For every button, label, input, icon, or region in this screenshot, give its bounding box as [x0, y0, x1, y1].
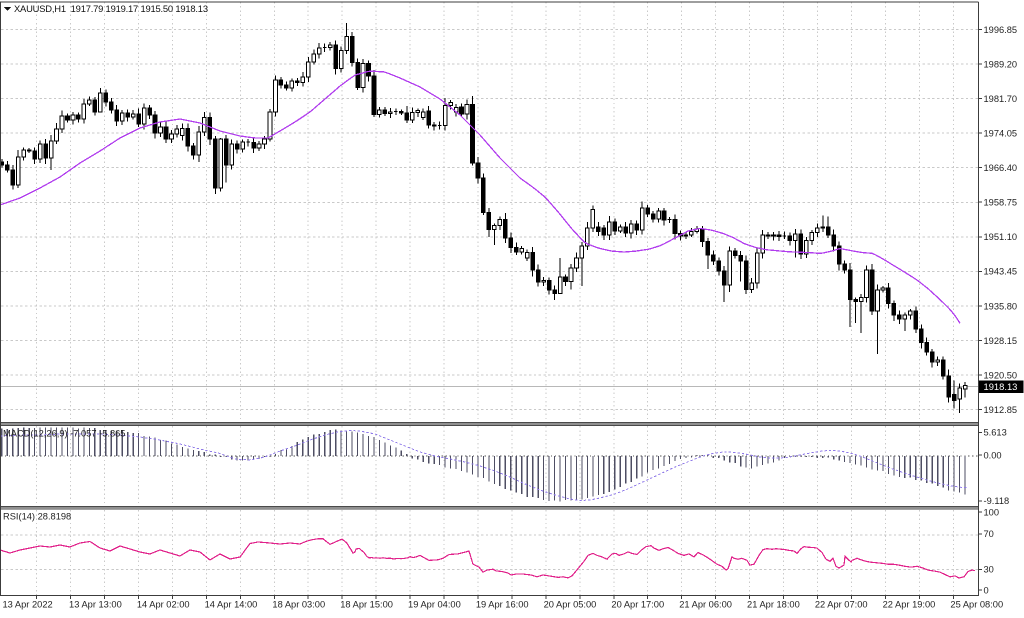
- svg-text:20 Apr 17:00: 20 Apr 17:00: [611, 600, 664, 610]
- svg-text:0.00: 0.00: [984, 450, 1002, 460]
- svg-text:RSI(14) 28.8198: RSI(14) 28.8198: [3, 512, 71, 522]
- svg-text:1958.75: 1958.75: [984, 198, 1018, 208]
- svg-text:30: 30: [984, 565, 994, 575]
- svg-text:MACD(12,26,9) -7.057 -5.865: MACD(12,26,9) -7.057 -5.865: [3, 429, 125, 439]
- svg-text:18 Apr 03:00: 18 Apr 03:00: [272, 600, 325, 610]
- svg-text:70: 70: [984, 529, 994, 539]
- svg-text:14 Apr 02:00: 14 Apr 02:00: [137, 600, 190, 610]
- svg-text:1928.15: 1928.15: [984, 336, 1018, 346]
- svg-text:21 Apr 06:00: 21 Apr 06:00: [679, 600, 732, 610]
- svg-text:22 Apr 19:00: 22 Apr 19:00: [883, 600, 936, 610]
- svg-text:5.613: 5.613: [984, 428, 1007, 438]
- svg-text:1996.85: 1996.85: [984, 25, 1018, 35]
- svg-text:100: 100: [984, 507, 1000, 517]
- svg-text:0: 0: [984, 586, 989, 596]
- svg-text:1935.80: 1935.80: [984, 301, 1018, 311]
- svg-text:1966.40: 1966.40: [984, 163, 1018, 173]
- svg-text:13 Apr 13:00: 13 Apr 13:00: [69, 600, 122, 610]
- svg-text:13 Apr 2022: 13 Apr 2022: [3, 600, 53, 610]
- svg-text:-9.118: -9.118: [984, 496, 1010, 506]
- svg-text:21 Apr 18:00: 21 Apr 18:00: [747, 600, 800, 610]
- svg-text:1918.13: 1918.13: [984, 381, 1018, 392]
- svg-text:1974.05: 1974.05: [984, 129, 1018, 139]
- svg-text:1951.10: 1951.10: [984, 232, 1018, 242]
- svg-text:14 Apr 14:00: 14 Apr 14:00: [205, 600, 258, 610]
- svg-text:1912.85: 1912.85: [984, 405, 1018, 415]
- svg-text:22 Apr 07:00: 22 Apr 07:00: [815, 600, 868, 610]
- svg-text:1989.20: 1989.20: [984, 60, 1018, 70]
- svg-text:18 Apr 15:00: 18 Apr 15:00: [340, 600, 393, 610]
- svg-text:25 Apr 08:00: 25 Apr 08:00: [950, 600, 1003, 610]
- svg-text:1943.45: 1943.45: [984, 267, 1018, 277]
- svg-text:19 Apr 04:00: 19 Apr 04:00: [408, 600, 461, 610]
- svg-text:1981.70: 1981.70: [984, 94, 1018, 104]
- svg-text:XAUUSD,H1 1917.79 1919.17 191: XAUUSD,H1 1917.79 1919.17 1915.50 1918.1…: [14, 3, 208, 14]
- svg-text:20 Apr 05:00: 20 Apr 05:00: [544, 600, 597, 610]
- svg-text:19 Apr 16:00: 19 Apr 16:00: [476, 600, 529, 610]
- svg-text:1920.50: 1920.50: [984, 370, 1018, 380]
